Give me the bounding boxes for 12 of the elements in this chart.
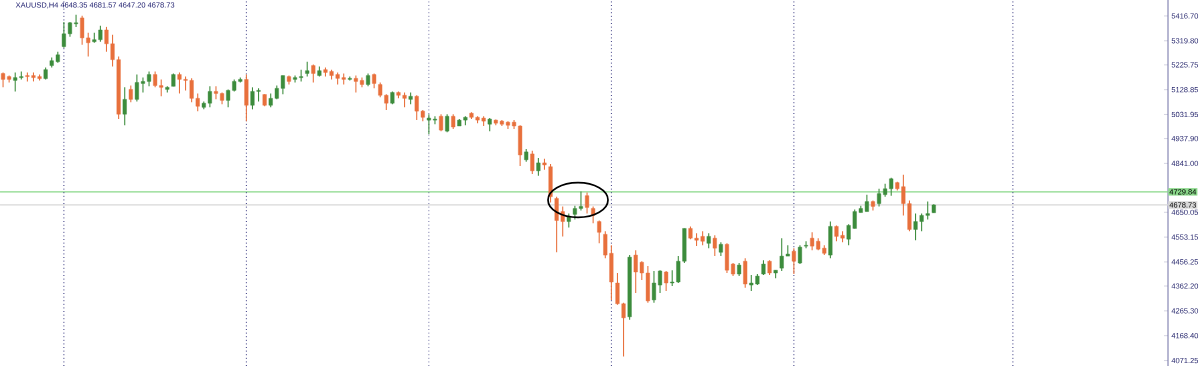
candlestick (591, 205, 596, 224)
candlestick (585, 192, 590, 215)
candlestick (791, 247, 796, 275)
candlestick (658, 269, 663, 294)
candlestick (213, 85, 218, 100)
candlestick (712, 234, 717, 257)
candlestick (804, 240, 809, 249)
candlestick (651, 270, 656, 304)
candlestick (530, 150, 535, 175)
candlestick (122, 86, 127, 126)
candlestick (74, 14, 79, 28)
candlestick (743, 257, 748, 289)
